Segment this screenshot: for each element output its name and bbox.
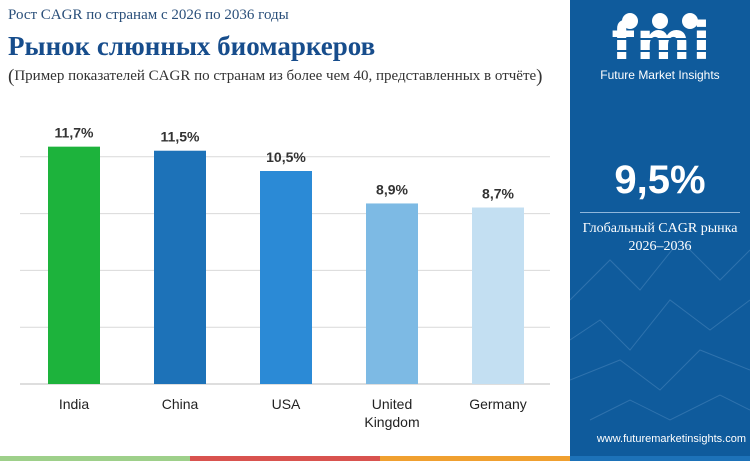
bar-united-kingdom — [366, 203, 418, 384]
bottom-bar-segment — [0, 456, 190, 461]
global-cagr-label-line2: 2026–2036 — [628, 239, 692, 254]
data-label: 11,5% — [161, 129, 200, 145]
sidebar-panel: fmi Future Market Insights 9,5% Глобальн… — [570, 0, 750, 456]
x-tick-label-line: Germany — [469, 396, 527, 412]
bar-germany — [472, 207, 524, 384]
x-tick-label: USA — [272, 396, 301, 412]
x-tick-label: China — [162, 396, 199, 412]
x-tick-label-line: USA — [272, 396, 301, 412]
note-close-paren: ) — [536, 66, 543, 87]
bar-chart: 11,7% India 11,5% China 10,5% USA 8,9% United Ki… — [20, 125, 550, 430]
chart-subtitle: Рост CAGR по странам с 2026 по 2036 годы — [8, 7, 289, 23]
bar-india — [48, 146, 100, 384]
divider — [580, 212, 740, 213]
bar-china — [154, 150, 206, 384]
website-link[interactable]: www.futuremarketinsights.com — [596, 433, 746, 445]
chart-title: Рынок слюнных биомаркеров — [8, 31, 376, 61]
x-tick-label: United Kingdom — [364, 396, 419, 430]
global-cagr-value: 9,5% — [614, 158, 706, 202]
chart-note: (Пример показателей CAGR по странам из б… — [8, 66, 543, 88]
note-text: Пример показателей CAGR по странам из бо… — [14, 68, 537, 84]
globe-europe-icon — [652, 13, 668, 29]
bar-usa — [260, 171, 312, 384]
bottom-bar-segment — [190, 456, 380, 461]
x-tick-label: India — [59, 396, 90, 412]
x-tick-label-line: Kingdom — [364, 414, 419, 430]
bottom-color-bar — [0, 456, 750, 461]
data-label: 11,7% — [55, 125, 94, 141]
fmi-logo: fmi — [592, 10, 732, 82]
bottom-bar-segment — [570, 456, 750, 461]
global-cagr-label: Глобальный CAGR рынка 2026–2036 — [570, 220, 750, 256]
note-open-paren: ( — [8, 66, 15, 87]
x-tick-label-line: China — [162, 396, 199, 412]
globe-americas-icon — [622, 13, 638, 29]
logo-subtitle: Future Market Insights — [600, 68, 720, 82]
bottom-bar-segment — [380, 456, 570, 461]
globe-asia-icon — [682, 13, 698, 29]
x-tick-label-line: United — [372, 396, 412, 412]
x-tick-label-line: India — [59, 396, 90, 412]
data-label: 8,7% — [482, 186, 514, 202]
x-tick-label: Germany — [469, 396, 527, 412]
decorative-lines — [570, 239, 750, 421]
global-cagr-label-line1: Глобальный CAGR рынка — [582, 221, 738, 236]
logo-text: fmi — [592, 16, 732, 68]
data-label: 8,9% — [376, 181, 408, 197]
data-label: 10,5% — [266, 149, 306, 165]
